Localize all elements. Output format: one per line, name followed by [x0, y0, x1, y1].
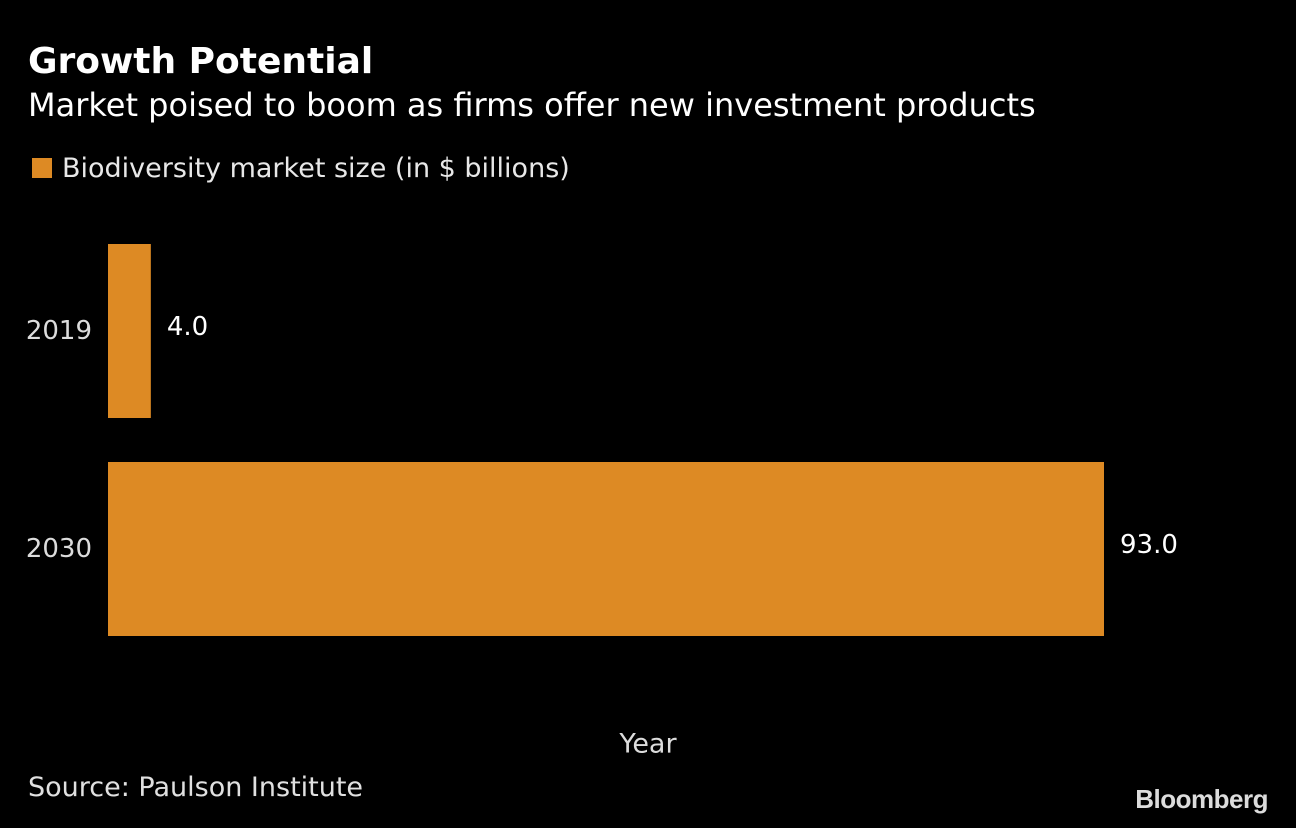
legend-label: Biodiversity market size (in $ billions)	[62, 152, 570, 184]
source-note: Source: Paulson Institute	[28, 772, 364, 803]
bar-2019	[108, 244, 151, 418]
bar-2030	[108, 462, 1104, 636]
chart-subtitle: Market poised to boom as firms offer new…	[28, 86, 1036, 124]
x-axis-label: Year	[618, 729, 677, 760]
chart-title: Growth Potential	[28, 41, 374, 82]
data-label-2030: 93.0	[1120, 530, 1178, 560]
y-tick-label-2019: 2019	[26, 316, 92, 346]
bloomberg-logo: Bloomberg	[1135, 784, 1268, 814]
y-tick-label-2030: 2030	[26, 534, 92, 564]
legend-swatch	[32, 158, 52, 178]
legend: Biodiversity market size (in $ billions)	[32, 150, 570, 186]
data-label-2019: 4.0	[167, 312, 208, 342]
